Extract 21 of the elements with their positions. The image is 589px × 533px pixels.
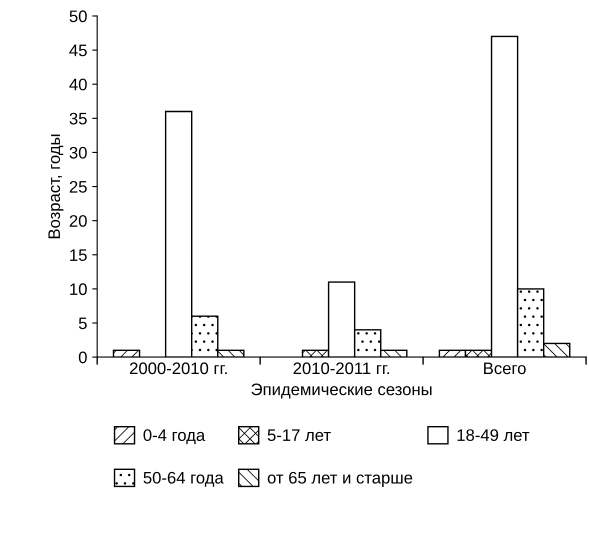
x-axis-title: Эпидемические сезоны (251, 384, 432, 398)
legend-label: 0-4 года (144, 429, 206, 444)
y-tick-label: 40 (69, 78, 87, 90)
y-axis-title: Возраст, годы (48, 134, 64, 238)
y-tick-label: 0 (78, 352, 87, 364)
legend-label: от 65 лет и старше (268, 472, 412, 487)
y-tick-label: 20 (70, 215, 87, 227)
y-tick-label: 5 (78, 318, 87, 330)
legend-label: 18-49 лет (458, 429, 530, 442)
legend-label: 5-17 лет (268, 429, 331, 442)
x-tick-label: 2010-2011 гг. (294, 362, 390, 374)
legend-label: 50-64 года (144, 472, 224, 487)
y-tick-label: 35 (70, 112, 87, 125)
y-tick-label: 50 (70, 10, 87, 22)
y-tick-label: 15 (70, 249, 87, 261)
y-tick-label: 30 (70, 146, 87, 159)
y-tick-label: 25 (70, 180, 87, 193)
y-tick-label: 10 (70, 283, 87, 296)
x-tick-label: Всего (484, 362, 526, 374)
y-tick-label: 45 (69, 44, 87, 56)
x-tick-label: 2000-2010 гг. (130, 362, 227, 374)
